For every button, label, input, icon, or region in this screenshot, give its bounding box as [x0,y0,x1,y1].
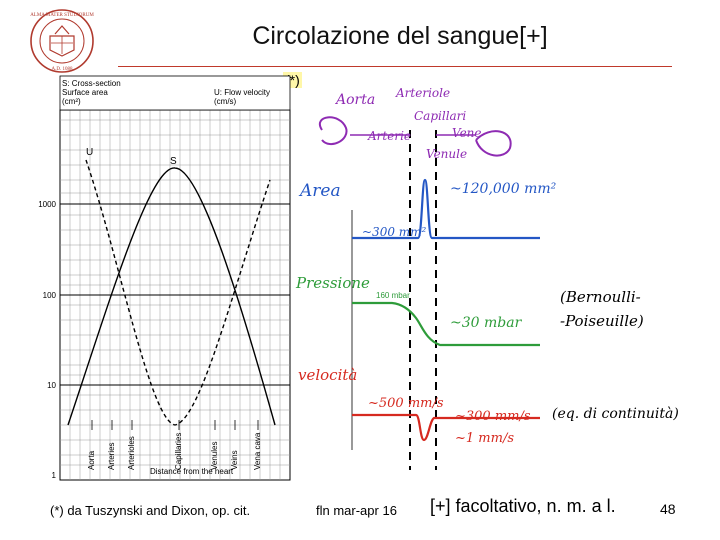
annotation-vel-mid: ~300 mm/s [455,409,531,424]
university-seal-logo: ALMA MATER STUDIORUM A.D. 1088 [30,9,94,73]
author-date: fln mar-apr 16 [316,503,397,518]
annotation-bernoulli-1: (Bernoulli- [560,288,641,306]
curve-u-label: U [86,147,93,158]
x-category-label: Arteries [107,442,116,470]
page-number: 48 [660,501,676,517]
flow-chart: S: Cross-section Surface area (cm²) U: F… [38,75,291,481]
annotation-pressione: Pressione [295,274,370,292]
annotation-area: Area [298,181,341,201]
y-tick-label: 1 [52,471,57,480]
annotation-vel-aorta: ~500 mm/s [368,396,444,411]
x-category-label: Vena cava [253,432,262,470]
x-axis-label: Distance from the heart [150,467,234,476]
source-citation: (*) da Tuszynski and Dixon, op. cit. [50,503,251,518]
flow-velocity-curve [85,159,271,426]
legend-u-unit: (cm/s) [214,97,237,106]
annotation-vene: Vene [452,126,482,140]
slide-title: Circolazione del sangue[+] [252,22,548,50]
x-category-label: Aorta [87,450,96,470]
velocity-curve [352,413,540,442]
annotation-bernoulli-2: -Poiseuille) [560,312,644,330]
annotation-aorta: Aorta [334,92,375,108]
surface-area-curve [67,167,276,426]
y-tick-label: 1000 [38,200,56,209]
svg-text:ALMA MATER STUDIORUM: ALMA MATER STUDIORUM [30,13,94,18]
area-curve [352,178,540,240]
annotation-velocita: velocità [298,366,357,384]
annotation-continuita: (eq. di continuità) [552,406,679,422]
optional-note: [+] facoltativo, n. m. a l. [430,496,616,516]
annotation-area-cap: ~120,000 mm² [450,181,557,197]
pressure-curve [352,301,540,347]
y-tick-label: 100 [43,291,57,300]
svg-text:A.D. 1088: A.D. 1088 [52,67,73,72]
annotation-pressure-start: 160 mbar [376,291,410,300]
annotation-vel-cap: ~1 mm/s [455,431,514,446]
x-category-label: Veins [230,450,239,470]
curve-s-label: S [170,156,177,167]
handwritten-annotations: Aorta Arteriole Capillari Arterie Vene V… [295,86,679,470]
annotation-capillari: Capillari [414,109,466,123]
annotation-venule: Venule [426,147,467,161]
x-category-label: Capillaries [174,433,183,470]
legend-s-title: S: Cross-section [62,79,121,88]
annotation-pressure-end: ~30 mbar [450,315,523,331]
x-category-label: Arterioles [127,436,136,470]
legend-s-sub: Surface area [62,88,108,97]
annotation-arterie: Arterie [367,129,411,143]
title-divider [118,66,672,67]
blood-circulation-figure: S: Cross-section Surface area (cm²) U: F… [38,75,679,481]
legend-s-unit: (cm²) [62,97,81,106]
annotation-arteriole: Arteriole [395,86,450,100]
x-category-label: Venules [210,442,219,470]
annotation-area-aorta: ~300 mm² [362,225,427,239]
legend-u-title: U: Flow velocity [214,88,270,97]
y-tick-label: 10 [47,381,56,390]
